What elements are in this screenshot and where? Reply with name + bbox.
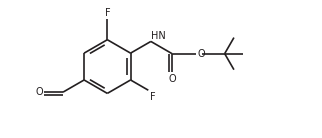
Text: F: F [150, 92, 156, 102]
Text: F: F [105, 8, 110, 18]
Text: O: O [35, 87, 43, 97]
Text: O: O [168, 74, 176, 84]
Text: HN: HN [151, 31, 166, 41]
Text: O: O [198, 49, 205, 59]
